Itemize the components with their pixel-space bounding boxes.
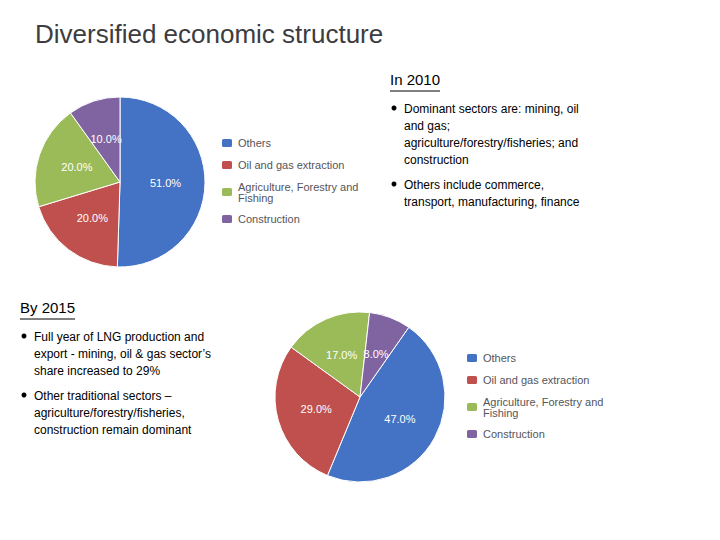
svg-text:share increased to 29%: share increased to 29% (34, 364, 160, 378)
svg-text:By 2015: By 2015 (20, 299, 75, 316)
svg-text:Fishing: Fishing (238, 192, 273, 204)
svg-text:and gas;: and gas; (404, 119, 450, 133)
svg-text:Dominant sectors are: mining,: Dominant sectors are: mining, oil (404, 102, 579, 116)
svg-text:Full year of LNG production an: Full year of LNG production and (34, 330, 204, 344)
svg-text:Oil and gas extraction: Oil and gas extraction (238, 159, 344, 171)
svg-text:Oil and gas extraction: Oil and gas extraction (483, 374, 589, 386)
svg-text:Others: Others (238, 137, 272, 149)
svg-text:8.0%: 8.0% (364, 348, 389, 360)
svg-text:20.0%: 20.0% (61, 161, 92, 173)
svg-text:agriculture/forestry/fisheries: agriculture/forestry/fisheries, (34, 406, 185, 420)
svg-text:In 2010: In 2010 (390, 71, 440, 88)
svg-text:Other traditional sectors –: Other traditional sectors – (34, 389, 172, 403)
svg-text:construction: construction (404, 153, 469, 167)
svg-text:agriculture/forestry/fisheries: agriculture/forestry/fisheries; and (404, 136, 578, 150)
svg-text:51.0%: 51.0% (150, 177, 181, 189)
svg-text:20.0%: 20.0% (77, 212, 108, 224)
svg-text:Diversified economic structure: Diversified economic structure (35, 19, 383, 49)
svg-text:export - mining, oil & gas sec: export - mining, oil & gas sector’s (34, 347, 211, 361)
svg-text:10.0%: 10.0% (90, 133, 121, 145)
svg-text:47.0%: 47.0% (384, 413, 415, 425)
svg-text:Agriculture, Forestry and: Agriculture, Forestry and (483, 395, 604, 408)
svg-text:Others include commerce,: Others include commerce, (404, 178, 544, 192)
svg-text:Construction: Construction (238, 213, 300, 225)
svg-text:Agriculture, Forestry and: Agriculture, Forestry and (238, 180, 359, 193)
svg-text:17.0%: 17.0% (326, 349, 357, 361)
svg-text:construction remain dominant: construction remain dominant (34, 423, 192, 437)
svg-text:29.0%: 29.0% (301, 403, 332, 415)
svg-text:Construction: Construction (483, 428, 545, 440)
svg-text:Others: Others (483, 352, 517, 364)
svg-text:transport, manufacturing, fina: transport, manufacturing, finance (404, 195, 580, 209)
svg-text:Fishing: Fishing (483, 407, 518, 419)
